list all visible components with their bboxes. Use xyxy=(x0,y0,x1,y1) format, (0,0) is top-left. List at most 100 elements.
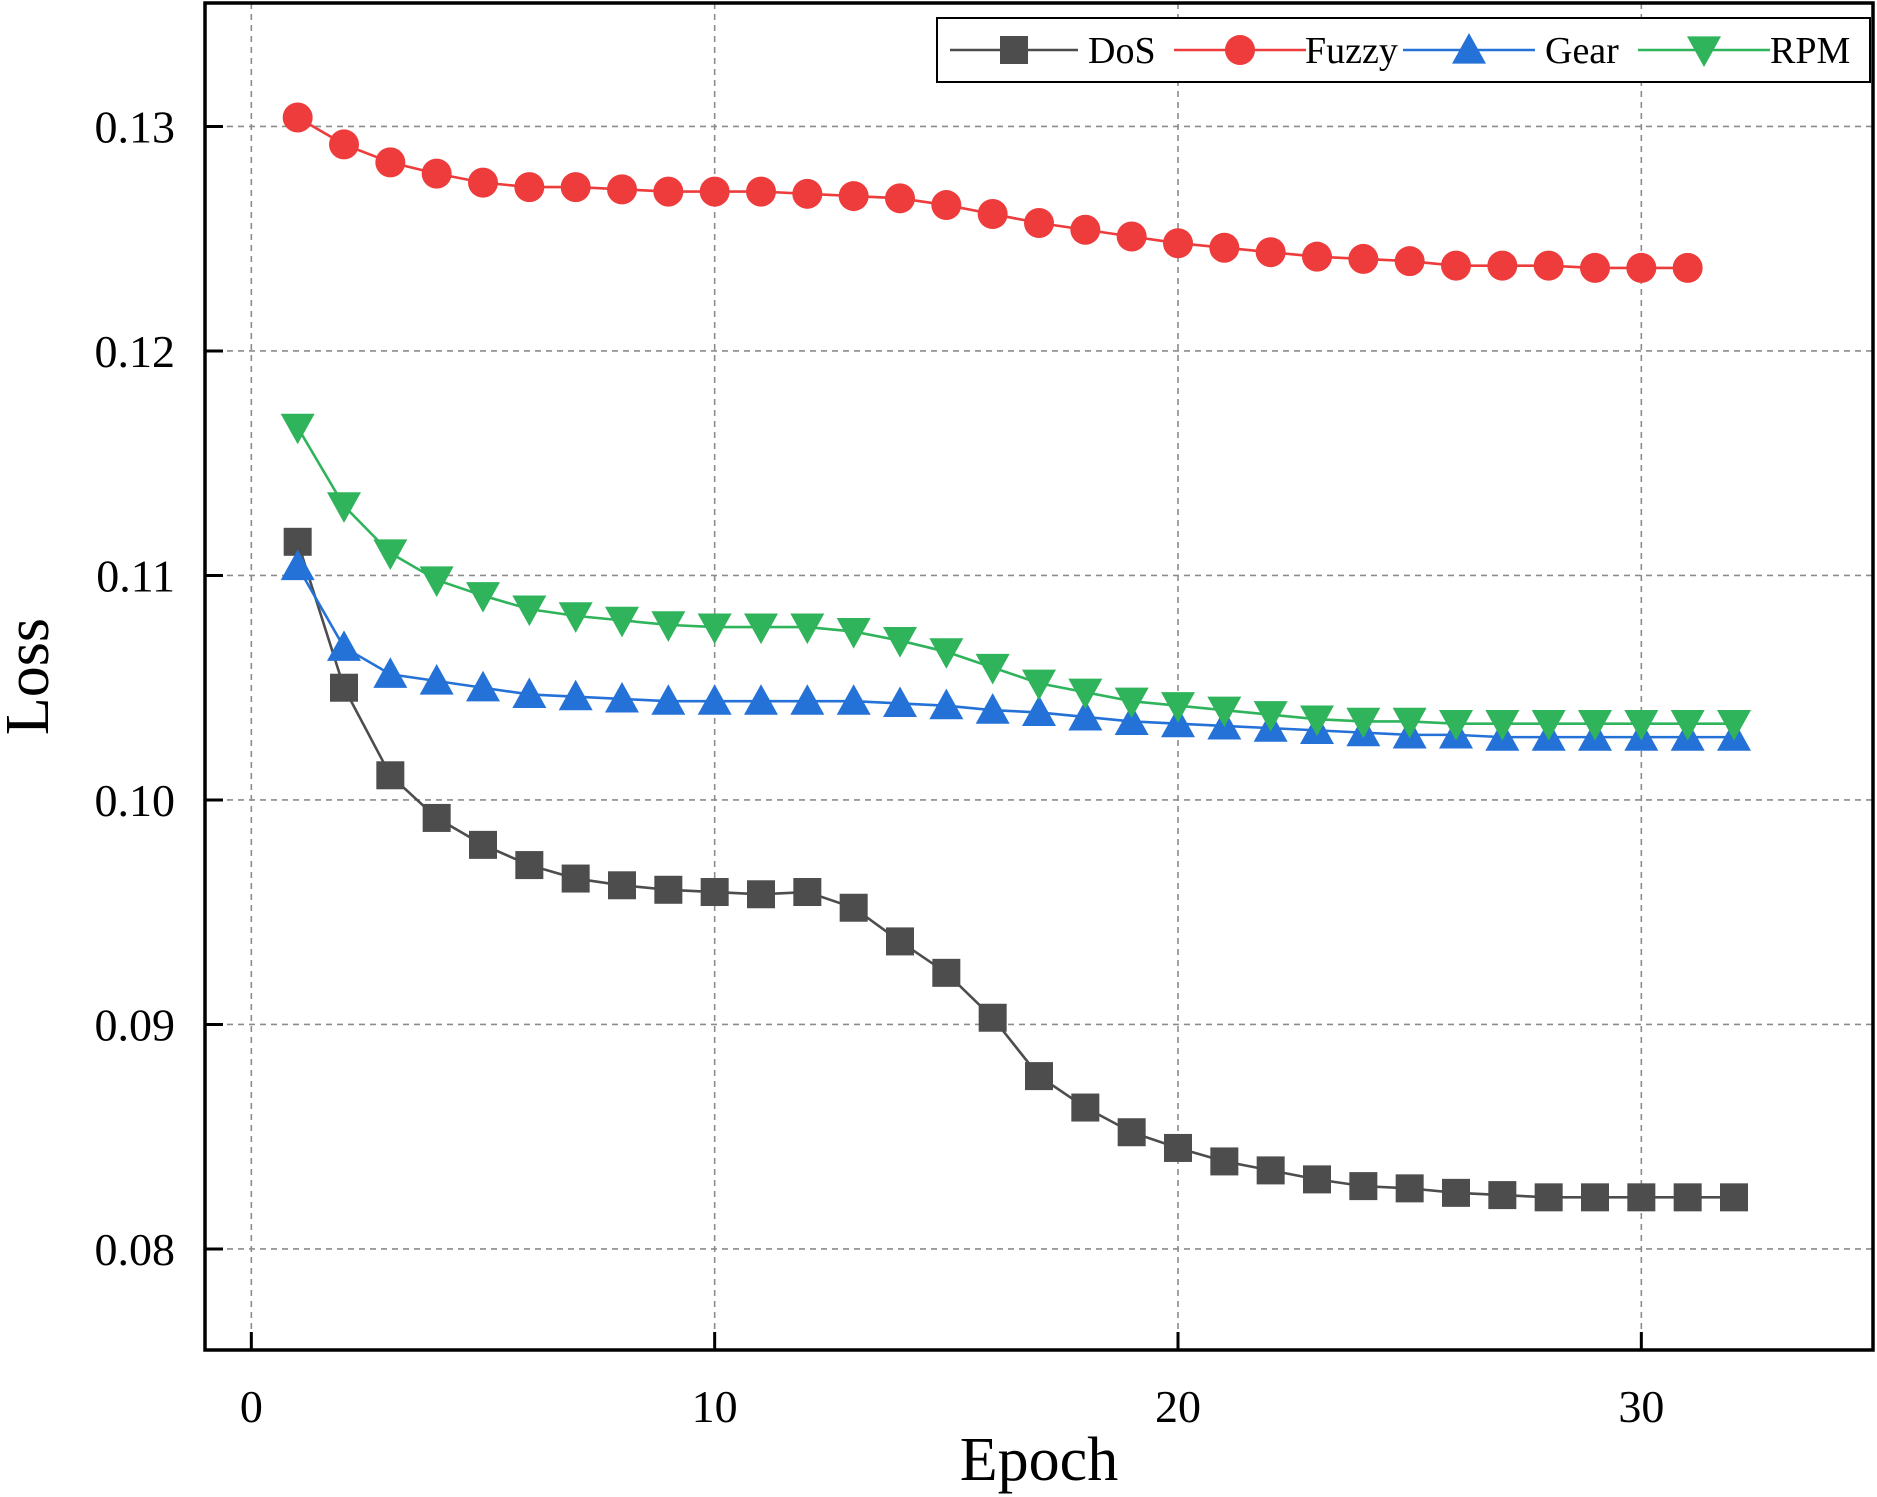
dos-point xyxy=(1627,1183,1656,1212)
fuzzy-point xyxy=(1255,237,1286,268)
dos-point xyxy=(1395,1174,1424,1203)
dos-point xyxy=(422,803,451,832)
fuzzy-point xyxy=(1487,250,1518,281)
rpm-point xyxy=(929,638,964,669)
rpm-point xyxy=(1531,710,1566,741)
rpm-point xyxy=(1578,710,1612,741)
gear-point xyxy=(883,686,917,718)
dos-point xyxy=(1164,1133,1192,1162)
dos-point xyxy=(654,875,683,904)
fuzzy-point xyxy=(282,102,313,133)
dos-point xyxy=(932,958,961,987)
fuzzy-point xyxy=(329,129,359,160)
fuzzy-point xyxy=(468,167,498,198)
dos-point xyxy=(1117,1118,1146,1147)
gear-point xyxy=(1114,704,1149,735)
dos-point xyxy=(1025,1062,1053,1091)
x-tick-label: 20 xyxy=(1155,1381,1201,1432)
rpm-point xyxy=(558,602,593,633)
rpm-point xyxy=(697,613,732,645)
y-axis-title: Loss xyxy=(0,618,62,735)
gear-point xyxy=(605,681,639,713)
rpm-point xyxy=(1114,687,1149,719)
x-tick-label: 30 xyxy=(1618,1381,1664,1432)
fuzzy-point xyxy=(421,158,452,189)
gear-point xyxy=(651,684,686,715)
series-lines xyxy=(280,102,1751,1212)
rpm-point xyxy=(883,626,917,658)
fuzzy-point xyxy=(1533,250,1564,281)
legend-rpm-marker xyxy=(1687,36,1721,67)
fuzzy-point xyxy=(1580,252,1610,283)
fuzzy-point xyxy=(792,178,823,209)
dos-point xyxy=(330,673,358,702)
fuzzy-point xyxy=(838,181,869,212)
rpm-point xyxy=(1439,710,1473,741)
gear-point xyxy=(558,679,593,711)
gear-point xyxy=(697,684,732,715)
fuzzy-point xyxy=(699,176,730,207)
fuzzy-point xyxy=(1348,243,1379,274)
dos-point xyxy=(376,761,405,790)
x-tick-label: 0 xyxy=(240,1381,263,1432)
rpm-point xyxy=(651,611,686,642)
rpm-point xyxy=(1068,678,1103,710)
rpm-point xyxy=(1485,710,1520,741)
rpm-point xyxy=(1670,710,1705,741)
dos-point xyxy=(1256,1156,1285,1185)
axis-ticks: 0 10 20 30 0.08 0.09 0.10 0.11 0.12 0.13 xyxy=(95,101,1665,1432)
rpm-point xyxy=(373,539,408,571)
rpm-point xyxy=(1207,696,1242,728)
dos-point xyxy=(1442,1178,1470,1207)
dos-point xyxy=(1349,1172,1378,1201)
rpm-point xyxy=(1624,710,1659,741)
y-tick-label: 0.08 xyxy=(95,1224,176,1275)
rpm-point xyxy=(1346,707,1381,739)
fuzzy-point xyxy=(931,190,962,221)
dos-point xyxy=(793,878,822,907)
dos-point xyxy=(1673,1183,1702,1212)
fuzzy-point xyxy=(977,199,1008,230)
series-gear xyxy=(280,549,1751,751)
fuzzy-point xyxy=(1024,208,1054,239)
rpm-point xyxy=(419,566,454,597)
dos-point xyxy=(1581,1183,1609,1212)
dos-point xyxy=(1488,1181,1517,1210)
dos-point xyxy=(561,864,590,893)
rpm-point xyxy=(744,613,778,645)
fuzzy-point xyxy=(746,176,776,207)
gear-point xyxy=(929,688,964,720)
dos-point xyxy=(886,927,914,956)
fuzzy-point xyxy=(1302,241,1332,272)
y-tick-label: 0.09 xyxy=(95,999,176,1050)
rpm-point xyxy=(280,413,315,445)
fuzzy-point xyxy=(514,172,545,203)
fuzzy-point xyxy=(607,174,637,205)
dos-point xyxy=(1720,1183,1748,1212)
gear-point xyxy=(1068,699,1103,731)
dos-point xyxy=(747,880,775,909)
rpm-point xyxy=(836,618,871,649)
dos-point xyxy=(700,878,729,907)
x-axis-title: Epoch xyxy=(960,1426,1118,1494)
dos-point xyxy=(608,871,636,900)
rpm-point xyxy=(1717,710,1751,741)
fuzzy-point xyxy=(1394,246,1425,277)
dos-point xyxy=(515,851,544,880)
rpm-point xyxy=(1392,707,1427,739)
legend-gear-marker xyxy=(1452,33,1486,64)
legend: DoS Fuzzy Gear RPM xyxy=(936,17,1871,83)
dos-point xyxy=(469,830,497,859)
rpm-point xyxy=(1022,669,1056,701)
fuzzy-point xyxy=(1672,252,1703,283)
fuzzy-point xyxy=(1116,221,1147,252)
gear-point xyxy=(327,630,361,661)
legend-fuzzy-marker xyxy=(1225,35,1255,65)
gear-point xyxy=(790,684,825,715)
dos-point xyxy=(839,893,868,922)
gear-point xyxy=(744,684,778,715)
legend-dos-marker xyxy=(1000,36,1028,64)
gear-point xyxy=(975,693,1010,724)
series-fuzzy xyxy=(282,102,1703,283)
